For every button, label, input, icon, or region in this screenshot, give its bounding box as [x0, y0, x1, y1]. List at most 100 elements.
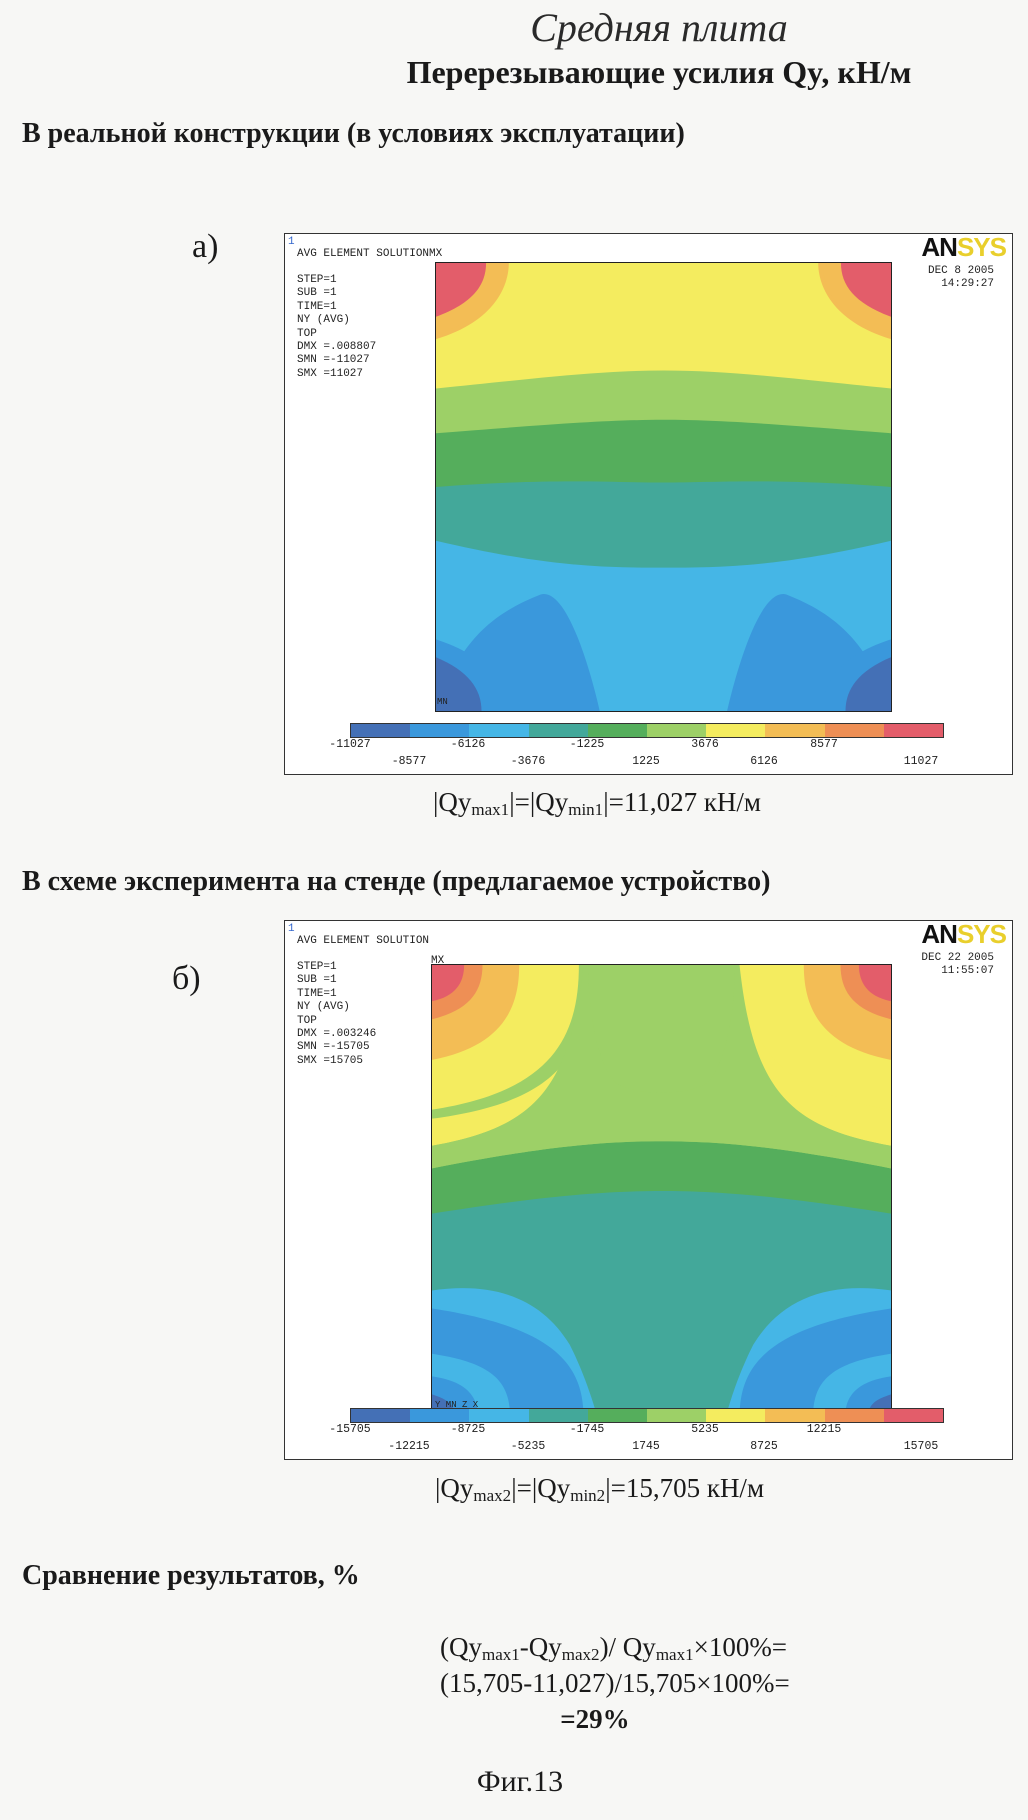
plot-b-info-line: SMN =-15705 — [297, 1041, 376, 1054]
colorbar-tick-label: 8725 — [750, 1440, 778, 1453]
plot-a-mn-marker: MN — [437, 696, 448, 709]
plot-b-colorbar — [350, 1408, 944, 1423]
plot-a-mx-marker: MX — [429, 248, 442, 260]
plot-b-info-line: DMX =.003246 — [297, 1028, 376, 1041]
plot-b-info-line: TIME=1 — [297, 988, 376, 1001]
colorbar-band — [529, 724, 588, 737]
colorbar-tick-label: 1225 — [632, 755, 660, 768]
ansys-logo: ANSYS — [921, 919, 1006, 950]
plot-a-info-line: TOP — [297, 328, 376, 341]
colorbar-tick-label: 3676 — [691, 738, 719, 751]
figure-caption: Фиг.13 — [420, 1765, 620, 1799]
plot-a-time: 14:29:27 — [928, 278, 994, 291]
colorbar-tick-label: -11027 — [329, 738, 370, 751]
colorbar-tick-label: -5235 — [511, 1440, 546, 1453]
colorbar-band — [706, 724, 765, 737]
formula-part: -Qy — [520, 1632, 562, 1662]
colorbar-band — [588, 724, 647, 737]
plot-b-time: 11:55:07 — [921, 965, 994, 978]
plot-b-date: DEC 22 2005 — [921, 952, 994, 965]
colorbar-tick-label: -1225 — [570, 738, 605, 751]
formula-part: ×100%= — [694, 1632, 787, 1662]
plot-b-info-line: TOP — [297, 1015, 376, 1028]
plot-a-solution-text: AVG ELEMENT SOLUTION — [297, 248, 429, 260]
colorbar-tick-label: 8577 — [810, 738, 838, 751]
plot-a-colorbar — [350, 723, 944, 738]
plot-a-info-line: NY (AVG) — [297, 314, 376, 327]
formula-subscript: max2 — [473, 1486, 511, 1505]
colorbar-tick-label: -8577 — [392, 755, 427, 768]
comparison-heading: Сравнение результатов, % — [22, 1560, 360, 1592]
colorbar-band — [647, 1409, 706, 1422]
colorbar-band — [410, 1409, 469, 1422]
colorbar-band — [884, 724, 943, 737]
colorbar-band — [825, 724, 884, 737]
colorbar-band — [588, 1409, 647, 1422]
comparison-result: =29% — [440, 1704, 750, 1735]
colorbar-tick-label: -3676 — [511, 755, 546, 768]
logo-sys: SYS — [957, 232, 1006, 262]
formula-part: |=|Qy — [511, 1473, 570, 1503]
formula-subscript: min1 — [568, 800, 603, 819]
colorbar-tick-label: -6126 — [451, 738, 486, 751]
ansys-logo: ANSYS — [921, 232, 1006, 263]
formula-part: )/ Qy — [600, 1632, 656, 1662]
plot-b-datetime: DEC 22 2005 11:55:07 — [921, 952, 994, 979]
colorbar-tick-label: 1745 — [632, 1440, 660, 1453]
logo-an: AN — [921, 919, 957, 949]
section-a-label: а) — [192, 228, 218, 266]
colorbar-band — [469, 724, 528, 737]
colorbar-band — [351, 724, 410, 737]
plot-b-info-line: SUB =1 — [297, 974, 376, 987]
plot-a-contour — [435, 262, 892, 712]
formula-part: |=|Qy — [509, 787, 568, 817]
colorbar-tick-label: -12215 — [388, 1440, 429, 1453]
section-a-heading: В реальной конструкции (в условиях экспл… — [22, 118, 685, 150]
logo-an: AN — [921, 232, 957, 262]
colorbar-band — [706, 1409, 765, 1422]
ansys-plot-b: 1 AVG ELEMENT SOLUTION STEP=1 SUB =1 TIM… — [284, 920, 1013, 1460]
comparison-formula-line2: (15,705-11,027)/15,705×100%= — [440, 1668, 790, 1699]
plot-a-info-line: SMX =11027 — [297, 368, 376, 381]
colorbar-band — [529, 1409, 588, 1422]
plot-a-info-line: DMX =.008807 — [297, 341, 376, 354]
colorbar-band — [351, 1409, 410, 1422]
formula-part: |Qy — [435, 1473, 473, 1503]
plot-a-datetime: DEC 8 2005 14:29:27 — [928, 265, 994, 292]
colorbar-band — [765, 724, 824, 737]
plot-a-contour-svg — [436, 263, 891, 711]
colorbar-band — [765, 1409, 824, 1422]
plot-b-info-block: STEP=1 SUB =1 TIME=1 NY (AVG) TOP DMX =.… — [297, 961, 376, 1068]
plot-b-info-line: SMX =15705 — [297, 1055, 376, 1068]
colorbar-tick-label: 12215 — [807, 1423, 842, 1436]
plot-b-window-number: 1 — [288, 923, 295, 936]
formula-part: |Qy — [433, 787, 471, 817]
plot-b-contour — [431, 964, 892, 1418]
formula-part: (Qy — [440, 1632, 482, 1662]
formula-subscript: max2 — [562, 1645, 600, 1664]
page-title: Перерезывающие усилия Qy, кН/м — [0, 54, 1028, 91]
formula-subscript: max1 — [482, 1645, 520, 1664]
ansys-plot-a: 1 AVG ELEMENT SOLUTIONMX STEP=1 SUB =1 T… — [284, 233, 1013, 775]
formula-subscript: max1 — [471, 800, 509, 819]
section-b-label: б) — [172, 960, 201, 998]
plot-b-info-line: NY (AVG) — [297, 1001, 376, 1014]
colorbar-band — [884, 1409, 943, 1422]
colorbar-tick-label: 5235 — [691, 1423, 719, 1436]
plot-a-info-line: SUB =1 — [297, 287, 376, 300]
plot-a-info-line: STEP=1 — [297, 274, 376, 287]
plot-b-solution-title: AVG ELEMENT SOLUTION — [297, 935, 429, 948]
colorbar-tick-label: 11027 — [904, 755, 939, 768]
colorbar-tick-label: -15705 — [329, 1423, 370, 1436]
colorbar-band — [469, 1409, 528, 1422]
plot-a-solution-title: AVG ELEMENT SOLUTIONMX — [297, 248, 442, 261]
plot-a-info-line: SMN =-11027 — [297, 354, 376, 367]
colorbar-band — [647, 724, 706, 737]
logo-sys: SYS — [957, 919, 1006, 949]
plot-a-window-number: 1 — [288, 236, 295, 249]
colorbar-tick-label: 15705 — [904, 1440, 939, 1453]
formula-subscript: min2 — [570, 1486, 605, 1505]
comparison-formula-line1: (Qymax1-Qymax2)/ Qymax1×100%= — [440, 1632, 787, 1665]
colorbar-band — [410, 724, 469, 737]
plot-a-info-block: STEP=1 SUB =1 TIME=1 NY (AVG) TOP DMX =.… — [297, 274, 376, 381]
